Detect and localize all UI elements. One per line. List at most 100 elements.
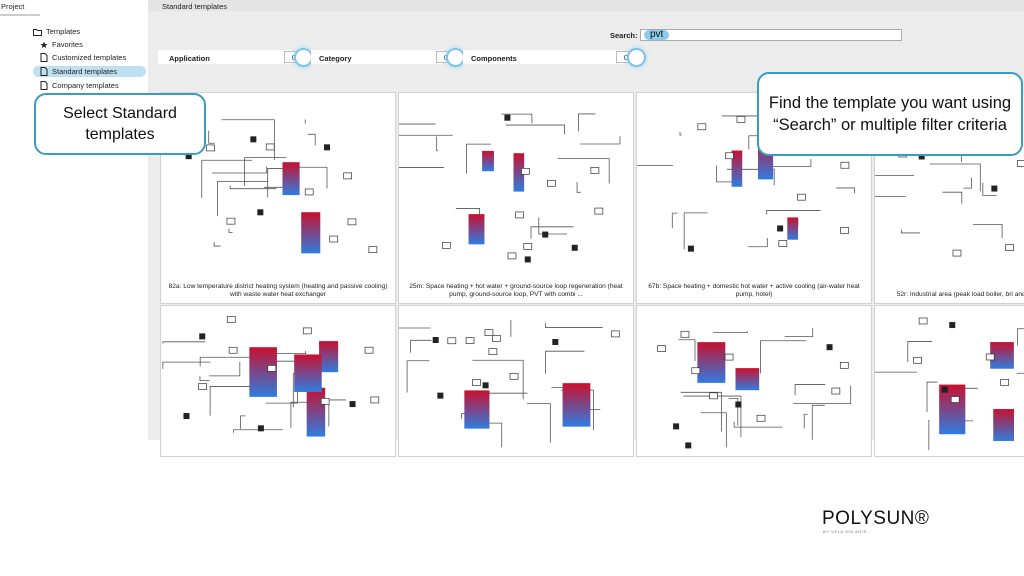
callout: Find the template you want using “Search…: [757, 72, 1023, 156]
logo-tagline: BY VELA SOLARIS: [823, 529, 867, 534]
selection-highlight: [33, 66, 146, 77]
search-input[interactable]: [640, 29, 902, 41]
tree-label: Favorites: [52, 40, 83, 49]
template-card[interactable]: [160, 305, 396, 457]
component: [226, 316, 236, 323]
pipe: [399, 134, 453, 136]
pipe: [803, 413, 808, 429]
tree-item[interactable]: Standard templates: [40, 66, 117, 77]
pipe: [900, 229, 920, 234]
component: [523, 243, 533, 250]
pipe: [213, 242, 221, 247]
component: [324, 144, 331, 151]
pipe: [875, 175, 915, 176]
pipe: [678, 339, 696, 362]
component: [697, 123, 707, 131]
pipe: [683, 212, 708, 250]
component: [472, 379, 481, 386]
divider: [0, 14, 40, 16]
pipe: [233, 429, 283, 433]
template-card[interactable]: [398, 305, 634, 457]
component: [441, 241, 451, 249]
template-caption: 82a: Low temperature district heating sy…: [168, 283, 388, 298]
tree-item[interactable]: Templates: [33, 26, 80, 37]
template-caption: 25m: Space heating + hot water + ground-…: [409, 283, 623, 298]
sidebar: Project Templates Favorites Customized t…: [0, 0, 148, 440]
component: [673, 423, 680, 430]
logo-name: POLYSUN®: [822, 508, 930, 529]
template-card[interactable]: [636, 305, 872, 457]
pipe: [208, 361, 241, 377]
pipe: [680, 391, 722, 432]
component: [267, 365, 277, 372]
storage-tank: [482, 150, 494, 172]
component: [257, 425, 264, 432]
component: [725, 152, 734, 160]
storage-tank: [990, 342, 1014, 369]
component: [370, 396, 380, 404]
tree-item[interactable]: Customized templates: [40, 52, 126, 63]
template-diagram: [185, 119, 378, 254]
component: [185, 153, 192, 160]
storage-tank: [249, 347, 277, 397]
filter-field: [158, 50, 292, 64]
filter-field: [311, 50, 443, 64]
pipe: [811, 404, 825, 440]
pipe: [942, 191, 963, 204]
pipe: [527, 403, 551, 443]
component: [724, 353, 734, 361]
storage-tank: [282, 162, 300, 196]
component: [265, 143, 275, 151]
component: [1016, 160, 1024, 167]
component: [183, 413, 190, 420]
pipe: [212, 166, 268, 174]
header-bar: [148, 0, 1024, 11]
pipe: [679, 132, 682, 136]
storage-tank: [993, 409, 1015, 441]
template-card[interactable]: [874, 305, 1024, 457]
storage-tank: [697, 342, 726, 383]
component: [590, 167, 600, 174]
storage-tank: [294, 354, 322, 392]
pipe: [784, 328, 814, 337]
template-caption: 67b: Space heating + domestic hot water …: [648, 283, 860, 298]
pipe: [907, 341, 933, 362]
tree-item[interactable]: Favorites: [40, 39, 83, 50]
component: [547, 179, 556, 187]
header-title: Standard templates: [162, 2, 228, 11]
pipe: [209, 386, 269, 416]
pipe: [328, 399, 346, 427]
pipe: [683, 395, 742, 438]
component: [709, 392, 718, 400]
component: [521, 167, 530, 175]
filter-button[interactable]: [627, 48, 646, 67]
pipe: [875, 371, 917, 373]
component: [797, 193, 806, 201]
pipe: [221, 119, 275, 160]
pipe: [228, 228, 233, 233]
component: [831, 387, 841, 395]
storage-tank: [301, 212, 321, 254]
component: [657, 345, 667, 352]
component: [509, 372, 519, 380]
component: [329, 235, 339, 243]
pipe: [217, 180, 269, 217]
pipe: [263, 186, 285, 188]
storage-tank: [319, 341, 339, 373]
component: [610, 330, 620, 338]
pipe: [406, 360, 430, 393]
pipe: [201, 159, 253, 198]
pipe: [295, 166, 328, 189]
tree-item[interactable]: Company templates: [40, 80, 119, 91]
component: [304, 188, 314, 196]
pipe: [545, 350, 585, 374]
pipe: [208, 130, 215, 144]
template-card[interactable]: 25m: Space heating + hot water + ground-…: [398, 92, 634, 304]
template-caption: 52r: Industrial area (peak load boiler, …: [896, 291, 1024, 298]
pipe: [928, 419, 930, 451]
component: [949, 322, 956, 329]
component: [432, 336, 439, 343]
pipe: [760, 340, 807, 374]
tree-label: Customized templates: [52, 53, 127, 62]
component: [1005, 244, 1014, 251]
